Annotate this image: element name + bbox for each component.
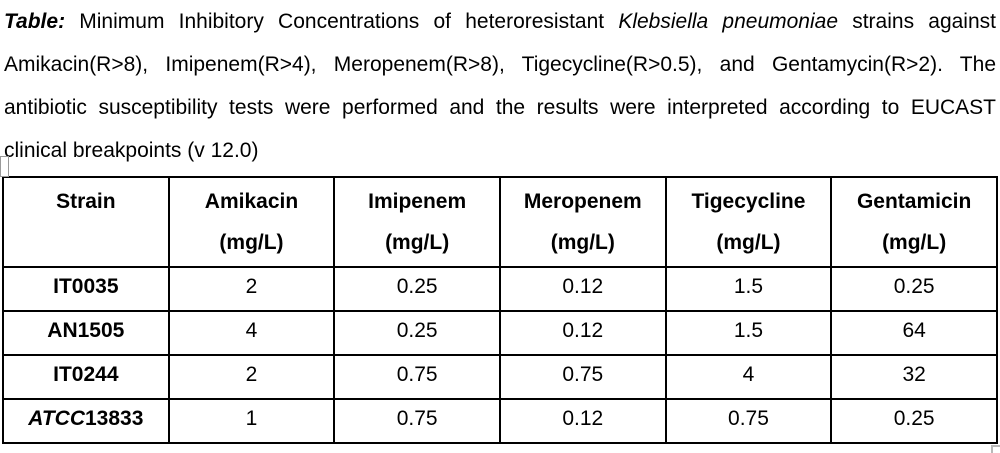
mic-value-cell: 0.75 [333,398,501,444]
strain-cell: IT0244 [2,354,170,400]
mic-value-cell: 32 [830,354,998,400]
mic-value-cell: 4 [664,354,833,400]
mic-value-cell: 0.12 [498,266,667,312]
strain-cell: IT0035 [2,266,170,312]
mic-value-cell: 2 [167,266,336,312]
caption-line-4: clinical breakpoints (v 12.0) [4,139,259,162]
strain-name: 13833 [85,407,144,430]
strain-name: AN1505 [47,319,125,342]
strain-name: IT0244 [53,363,119,386]
strain-name: IT0035 [53,275,119,298]
column-header-imipenem: Imipenem (mg/L) [333,176,501,268]
column-header-tigecycline: Tigecycline (mg/L) [664,176,833,268]
mic-value-cell: 0.12 [498,310,667,356]
header-row: Strain Amikacin (mg/L) Imipenem (mg/L) M… [2,176,998,268]
strain-cell: ATCC13833 [2,398,170,444]
caption-text-2: strains against [852,10,996,33]
mic-value-cell: 0.25 [333,310,501,356]
column-header-meropenem: Meropenem (mg/L) [498,176,667,268]
mic-value-cell: 0.12 [498,398,667,444]
mic-value-cell: 0.25 [830,266,998,312]
mic-value-cell: 0.25 [830,398,998,444]
strain-prefix: ATCC [28,407,85,430]
mic-value-cell: 0.25 [333,266,501,312]
table-row: IT0035 2 0.25 0.12 1.5 0.25 [2,266,998,312]
table-row: AN1505 4 0.25 0.12 1.5 64 [2,310,998,356]
mic-value-cell: 64 [830,310,998,356]
table-row: IT0244 2 0.75 0.75 4 32 [2,354,998,400]
column-unit: (mg/L) [385,231,450,254]
table-corner-mark [991,445,1000,453]
mic-value-cell: 1.5 [664,266,833,312]
column-header-gentamicin: Gentamicin (mg/L) [830,176,998,268]
column-name: Amikacin [204,190,299,213]
strain-cell: AN1505 [2,310,170,356]
mic-table: Strain Amikacin (mg/L) Imipenem (mg/L) M… [2,176,998,444]
caption-label: Table: [4,10,66,33]
column-header-strain: Strain [2,176,170,268]
column-name: Meropenem [523,190,642,213]
column-unit: (mg/L) [882,231,947,254]
mic-value-cell: 1 [167,398,336,444]
caption-line-3: antibiotic susceptibility tests were per… [4,96,996,119]
caption-text-1: Minimum Inhibitory Concentrations of het… [79,10,619,33]
mic-value-cell: 2 [167,354,336,400]
column-name: Tigecycline [691,190,806,213]
column-unit: (mg/L) [550,231,615,254]
column-unit: (mg/L) [716,231,781,254]
caption-line-2: Amikacin(R>8), Imipenem(R>4), Meropenem(… [4,53,996,76]
mic-value-cell: 0.75 [664,398,833,444]
column-name: Strain [56,190,116,213]
mic-value-cell: 0.75 [498,354,667,400]
mic-value-cell: 4 [167,310,336,356]
column-name: Imipenem [368,190,467,213]
column-header-amikacin: Amikacin (mg/L) [167,176,336,268]
caption-line-1: Table: Minimum Inhibitory Concentrations… [4,0,996,43]
margin-selection-marker [0,156,9,177]
species-name: Klebsiella pneumoniae [618,10,839,33]
column-name: Gentamicin [856,190,972,213]
mic-value-cell: 1.5 [664,310,833,356]
mic-value-cell: 0.75 [333,354,501,400]
column-unit: (mg/L) [219,231,284,254]
table-row: ATCC13833 1 0.75 0.12 0.75 0.25 [2,398,998,444]
table-caption: Table: Minimum Inhibitory Concentrations… [0,0,1000,172]
